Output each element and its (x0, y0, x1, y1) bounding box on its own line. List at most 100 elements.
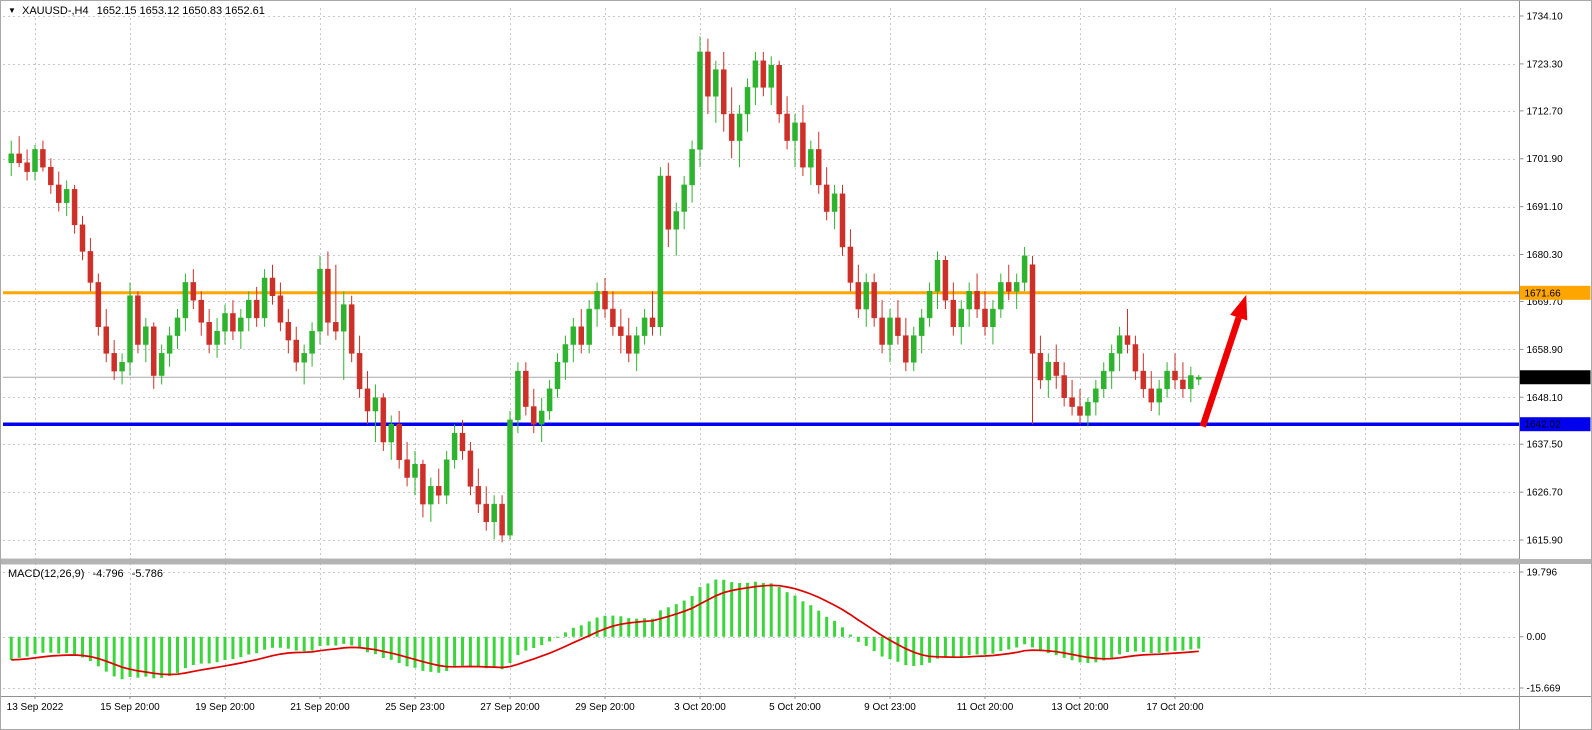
price-tick-label: 1669.70 (1527, 297, 1564, 308)
candle-body (412, 463, 418, 478)
time-tick-label: 27 Sep 20:00 (480, 702, 540, 713)
time-tick-label: 9 Oct 23:00 (864, 702, 916, 713)
macd-bar (643, 618, 647, 637)
candle-body (982, 308, 988, 328)
candle-body (958, 308, 964, 328)
candle-body (863, 282, 869, 310)
macd-bar (1165, 636, 1169, 652)
trend-arrow-head (1230, 294, 1248, 321)
macd-bar (1038, 636, 1042, 652)
macd-bar (334, 636, 338, 646)
macd-bar (1094, 636, 1098, 663)
candle-body (839, 193, 846, 248)
macd-bar (73, 636, 77, 655)
trend-arrow-annotation[interactable] (1199, 294, 1248, 428)
candle-body (206, 322, 212, 345)
macd-bar (247, 636, 251, 655)
macd-bar (96, 636, 100, 667)
candle-body (95, 282, 102, 328)
candle-body (673, 211, 679, 230)
candle-body (103, 326, 109, 354)
macd-bar (817, 610, 821, 637)
candle-body (293, 339, 299, 363)
candle-body (348, 304, 355, 354)
macd-label: MACD(12,26,9) -4.796 -5.786 (8, 568, 168, 580)
macd-bar (571, 627, 575, 637)
candle-body (649, 317, 656, 328)
candle-body (1148, 388, 1154, 403)
candle-body (721, 69, 727, 115)
macd-bar (57, 636, 61, 654)
symbol-header: ▼ XAUUSD-,H4 1652.15 1653.12 1650.83 165… (8, 5, 270, 17)
current-price-tag-text: 1652.61 (1525, 373, 1562, 384)
macd-bar (1126, 636, 1129, 652)
macd-bar (1173, 636, 1177, 651)
macd-bar (81, 636, 84, 658)
time-tick-label: 11 Oct 20:00 (957, 702, 1014, 713)
macd-bar (239, 636, 243, 658)
price-tick-label: 1712.70 (1527, 106, 1564, 117)
candle-body (1180, 379, 1186, 390)
candle-body (942, 260, 949, 301)
candle-body (1101, 370, 1107, 390)
candle-body (1037, 353, 1044, 381)
candle-body (966, 291, 972, 310)
macd-bar (183, 636, 187, 669)
macd-bar (294, 636, 298, 651)
macd-bar (975, 636, 979, 655)
candle-body (1124, 335, 1131, 345)
macd-bar (753, 581, 757, 637)
candle-body (246, 299, 252, 319)
macd-bar (405, 636, 409, 667)
macd-bar (793, 595, 797, 637)
candle-body (309, 330, 315, 354)
macd-bar (1181, 636, 1185, 651)
macd-bar (627, 618, 631, 637)
candle-body (1172, 370, 1178, 381)
price-axis-labels: 1734.10 1723.30 1712.70 1701.90 1691.10 1680.… (1519, 12, 1564, 695)
price-tick-label: 1637.50 (1527, 440, 1564, 451)
macd-bar (302, 636, 306, 652)
candle-body (79, 224, 86, 252)
macd-bar (484, 636, 488, 669)
candle-body (301, 353, 307, 363)
macd-bar (738, 583, 742, 637)
candle-body (467, 450, 474, 487)
macd-bar (698, 587, 702, 637)
macd-bar (263, 636, 267, 650)
candle-body (158, 353, 165, 376)
candle-body (1045, 361, 1052, 381)
candle-body (1069, 397, 1075, 407)
candle-body (570, 326, 577, 345)
candle-body (784, 113, 790, 141)
price-tick-label: 1615.90 (1527, 536, 1564, 547)
macd-bar (468, 636, 472, 666)
price-axis[interactable] (1520, 0, 1592, 696)
macd-bar (476, 636, 480, 667)
candle-body (665, 175, 672, 230)
chart-plot-area[interactable] (3, 8, 1518, 559)
macd-bar (207, 636, 211, 664)
candle-body (728, 113, 735, 141)
candle-body (143, 326, 149, 345)
candle-body (451, 432, 458, 461)
candle-body (602, 291, 608, 310)
macd-bar (999, 636, 1003, 652)
candle-body (1053, 361, 1059, 376)
candle-body (174, 317, 181, 336)
candle-body (396, 424, 402, 461)
support-price-tag-text: 1642.02 (1525, 420, 1562, 431)
candle-body (32, 149, 38, 172)
candle-body (48, 166, 54, 186)
macd-bar (951, 636, 955, 659)
candle-body (752, 60, 759, 88)
candle-body (744, 87, 751, 115)
macd-bar (540, 636, 544, 646)
macd-bar (1149, 636, 1153, 654)
macd-bar (1102, 636, 1106, 661)
candle-body (16, 153, 22, 163)
macd-bar (350, 636, 354, 646)
macd-plot-area[interactable] (3, 564, 1518, 694)
time-axis[interactable] (0, 696, 1520, 730)
